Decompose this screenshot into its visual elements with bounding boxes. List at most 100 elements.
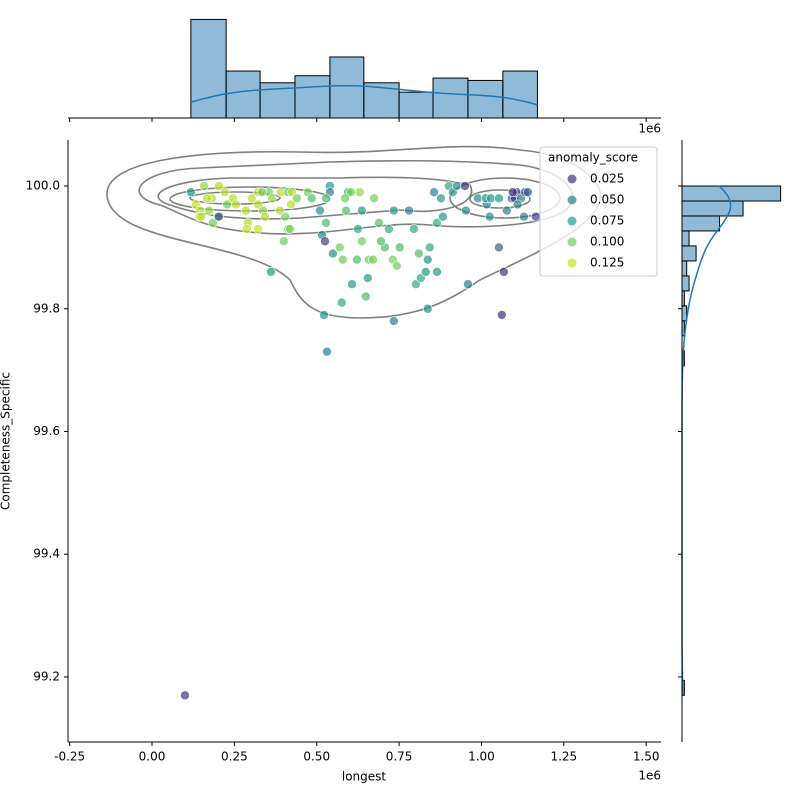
- point: [196, 211, 206, 222]
- legend-marker: [567, 216, 577, 226]
- point: [355, 187, 365, 197]
- x-tick-label: 1.50: [633, 750, 660, 764]
- contour: [106, 145, 602, 319]
- right-hist-bar: [681, 245, 697, 262]
- point: [368, 254, 378, 265]
- legend-marker: [567, 195, 577, 205]
- legend-title: anomaly_score: [548, 151, 638, 165]
- point: [436, 193, 446, 204]
- point: [180, 690, 190, 701]
- point: [321, 193, 331, 204]
- y-tick-label: 99.8: [33, 301, 60, 315]
- point: [424, 242, 435, 253]
- point: [484, 211, 495, 222]
- legend-label: 0.125: [590, 256, 624, 270]
- point: [278, 236, 289, 247]
- right-hist-bar: [681, 275, 690, 292]
- point: [494, 193, 504, 204]
- point: [285, 224, 295, 234]
- top-hist-bar: [502, 70, 538, 119]
- point: [494, 242, 504, 253]
- point: [334, 242, 345, 253]
- point: [422, 303, 433, 314]
- top-hist-bar: [190, 18, 227, 119]
- legend-marker: [567, 237, 577, 247]
- x-tick-label: 1.25: [550, 750, 577, 764]
- y-axis-label: Completeness_Specific: [0, 372, 13, 510]
- point: [422, 254, 433, 265]
- right-kde: [681, 185, 732, 696]
- top-hist-bar: [225, 70, 261, 119]
- point: [460, 181, 470, 191]
- point: [260, 211, 270, 222]
- point: [531, 211, 541, 222]
- top-hist-bar: [329, 56, 365, 119]
- kde-contours: [106, 145, 602, 319]
- y-tick-label: 100.0: [26, 179, 60, 193]
- point: [247, 193, 257, 204]
- point: [322, 346, 332, 357]
- point: [275, 205, 285, 216]
- point: [499, 267, 509, 277]
- point: [357, 236, 367, 247]
- y-tick-label: 99.6: [33, 424, 60, 438]
- point: [186, 187, 196, 197]
- top-hist-bar: [398, 91, 434, 119]
- point: [394, 242, 405, 253]
- right-hist-bar: [681, 260, 688, 277]
- legend-marker: [567, 174, 577, 184]
- point: [374, 218, 384, 228]
- point: [320, 236, 330, 247]
- point: [319, 310, 329, 320]
- point: [202, 193, 212, 204]
- right-hist-bar: [681, 215, 721, 232]
- point: [497, 310, 507, 320]
- y-tick-label: 99.2: [33, 669, 60, 683]
- point: [389, 205, 399, 216]
- point: [463, 279, 473, 290]
- point: [432, 267, 442, 277]
- point: [347, 279, 357, 290]
- point: [257, 187, 267, 197]
- point: [512, 199, 523, 210]
- point: [214, 211, 224, 222]
- point: [432, 218, 442, 228]
- point: [438, 211, 448, 222]
- point: [376, 236, 386, 247]
- point: [242, 224, 252, 234]
- point: [286, 199, 296, 210]
- legend-label: 0.100: [590, 235, 624, 249]
- point: [420, 267, 431, 277]
- point: [214, 181, 224, 191]
- x-tick-label: 0.50: [303, 750, 330, 764]
- point: [241, 205, 251, 216]
- contour: [469, 189, 531, 209]
- point: [369, 193, 379, 204]
- point: [292, 193, 302, 204]
- point: [280, 211, 290, 222]
- point: [204, 205, 214, 216]
- top-hist-bar: [432, 77, 469, 119]
- top-hist-bar: [467, 79, 504, 119]
- point: [451, 181, 462, 191]
- point: [523, 187, 533, 197]
- legend-label: 0.050: [590, 193, 624, 207]
- right-hist-bar: [681, 185, 782, 202]
- point: [231, 199, 241, 210]
- point: [409, 224, 419, 234]
- point: [519, 211, 529, 222]
- point: [429, 187, 439, 197]
- point: [337, 254, 348, 265]
- point: [384, 224, 394, 234]
- right-hist-bar: [681, 230, 690, 247]
- legend-label: 0.075: [590, 214, 624, 228]
- point: [389, 316, 399, 326]
- point: [199, 181, 209, 191]
- scatter-points: [180, 181, 541, 701]
- point: [336, 297, 347, 308]
- x-tick-label: 0.25: [221, 750, 248, 764]
- point: [220, 187, 230, 197]
- right-hist-bar: [681, 200, 744, 217]
- point: [502, 205, 512, 216]
